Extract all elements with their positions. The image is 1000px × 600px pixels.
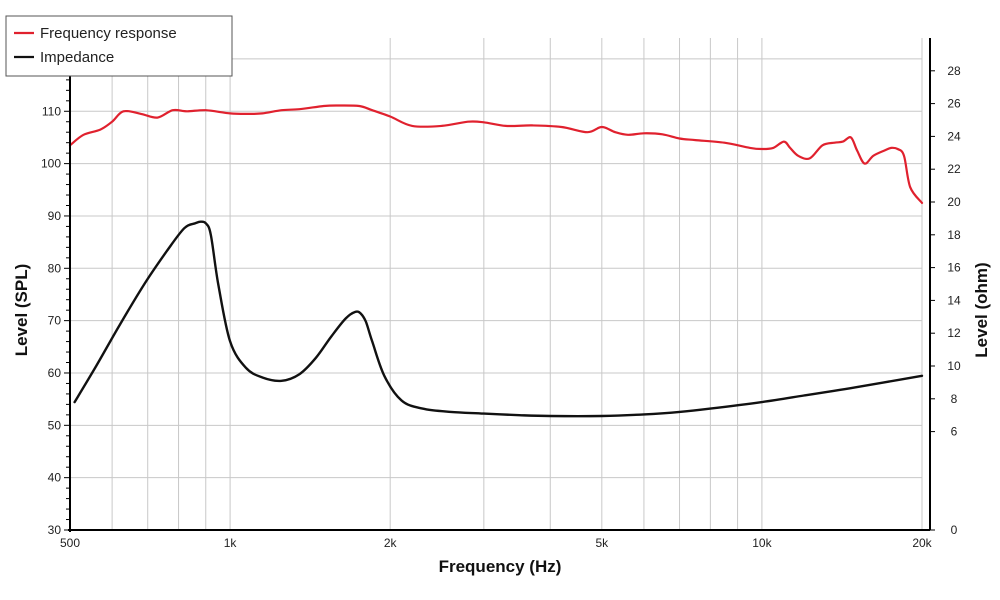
series-group bbox=[68, 104, 924, 418]
y-axis-left-title: Level (SPL) bbox=[12, 264, 31, 357]
y-right-tick-label: 18 bbox=[947, 228, 961, 242]
series-line-frequency-response bbox=[68, 104, 924, 204]
y-right-tick-label: 20 bbox=[947, 195, 961, 209]
y-left-tick-label: 30 bbox=[48, 523, 62, 537]
y-right-tick-label: 14 bbox=[947, 293, 961, 307]
x-tick-label: 500 bbox=[60, 536, 80, 550]
y-right-tick-label: 10 bbox=[947, 359, 961, 373]
y-left-tick-label: 70 bbox=[48, 314, 62, 328]
y-axis-right-title: Level (ohm) bbox=[972, 262, 991, 357]
x-tick-label: 1k bbox=[224, 536, 238, 550]
legend-box bbox=[5, 15, 233, 77]
y-left-tick-label: 110 bbox=[42, 104, 61, 118]
x-tick-label: 10k bbox=[752, 536, 772, 550]
legend-label-frequency-response: Frequency response bbox=[40, 25, 177, 42]
axes bbox=[64, 37, 935, 532]
legend: Frequency response Impedance bbox=[5, 15, 233, 77]
x-tick-label: 5k bbox=[595, 536, 609, 550]
y-left-tick-label: 50 bbox=[48, 418, 62, 432]
y-right-tick-label: 22 bbox=[947, 162, 961, 176]
y-right-tick-label: 28 bbox=[947, 64, 961, 78]
y-left-tick-label: 80 bbox=[48, 261, 62, 275]
y-left-tick-label: 100 bbox=[41, 157, 61, 171]
series-line-impedance bbox=[73, 220, 924, 418]
y-right-tick-label: 6 bbox=[951, 425, 958, 439]
legend-label-impedance: Impedance bbox=[40, 49, 114, 66]
y-left-tick-label: 90 bbox=[48, 209, 62, 223]
x-tick-label: 20k bbox=[912, 536, 932, 550]
y-right-tick-label: 16 bbox=[947, 261, 961, 275]
tick-labels: 3040506070809010011012006810121416182022… bbox=[41, 52, 961, 550]
y-right-tick-label: 0 bbox=[951, 523, 958, 537]
y-left-tick-label: 40 bbox=[48, 471, 62, 485]
y-right-tick-label: 24 bbox=[947, 129, 961, 143]
y-right-tick-label: 12 bbox=[947, 326, 961, 340]
y-right-tick-label: 26 bbox=[947, 97, 961, 111]
grid bbox=[69, 38, 923, 531]
x-tick-label: 2k bbox=[384, 536, 398, 550]
y-left-tick-label: 60 bbox=[48, 366, 62, 380]
y-right-tick-label: 8 bbox=[951, 392, 958, 406]
x-axis-title: Frequency (Hz) bbox=[439, 557, 562, 576]
